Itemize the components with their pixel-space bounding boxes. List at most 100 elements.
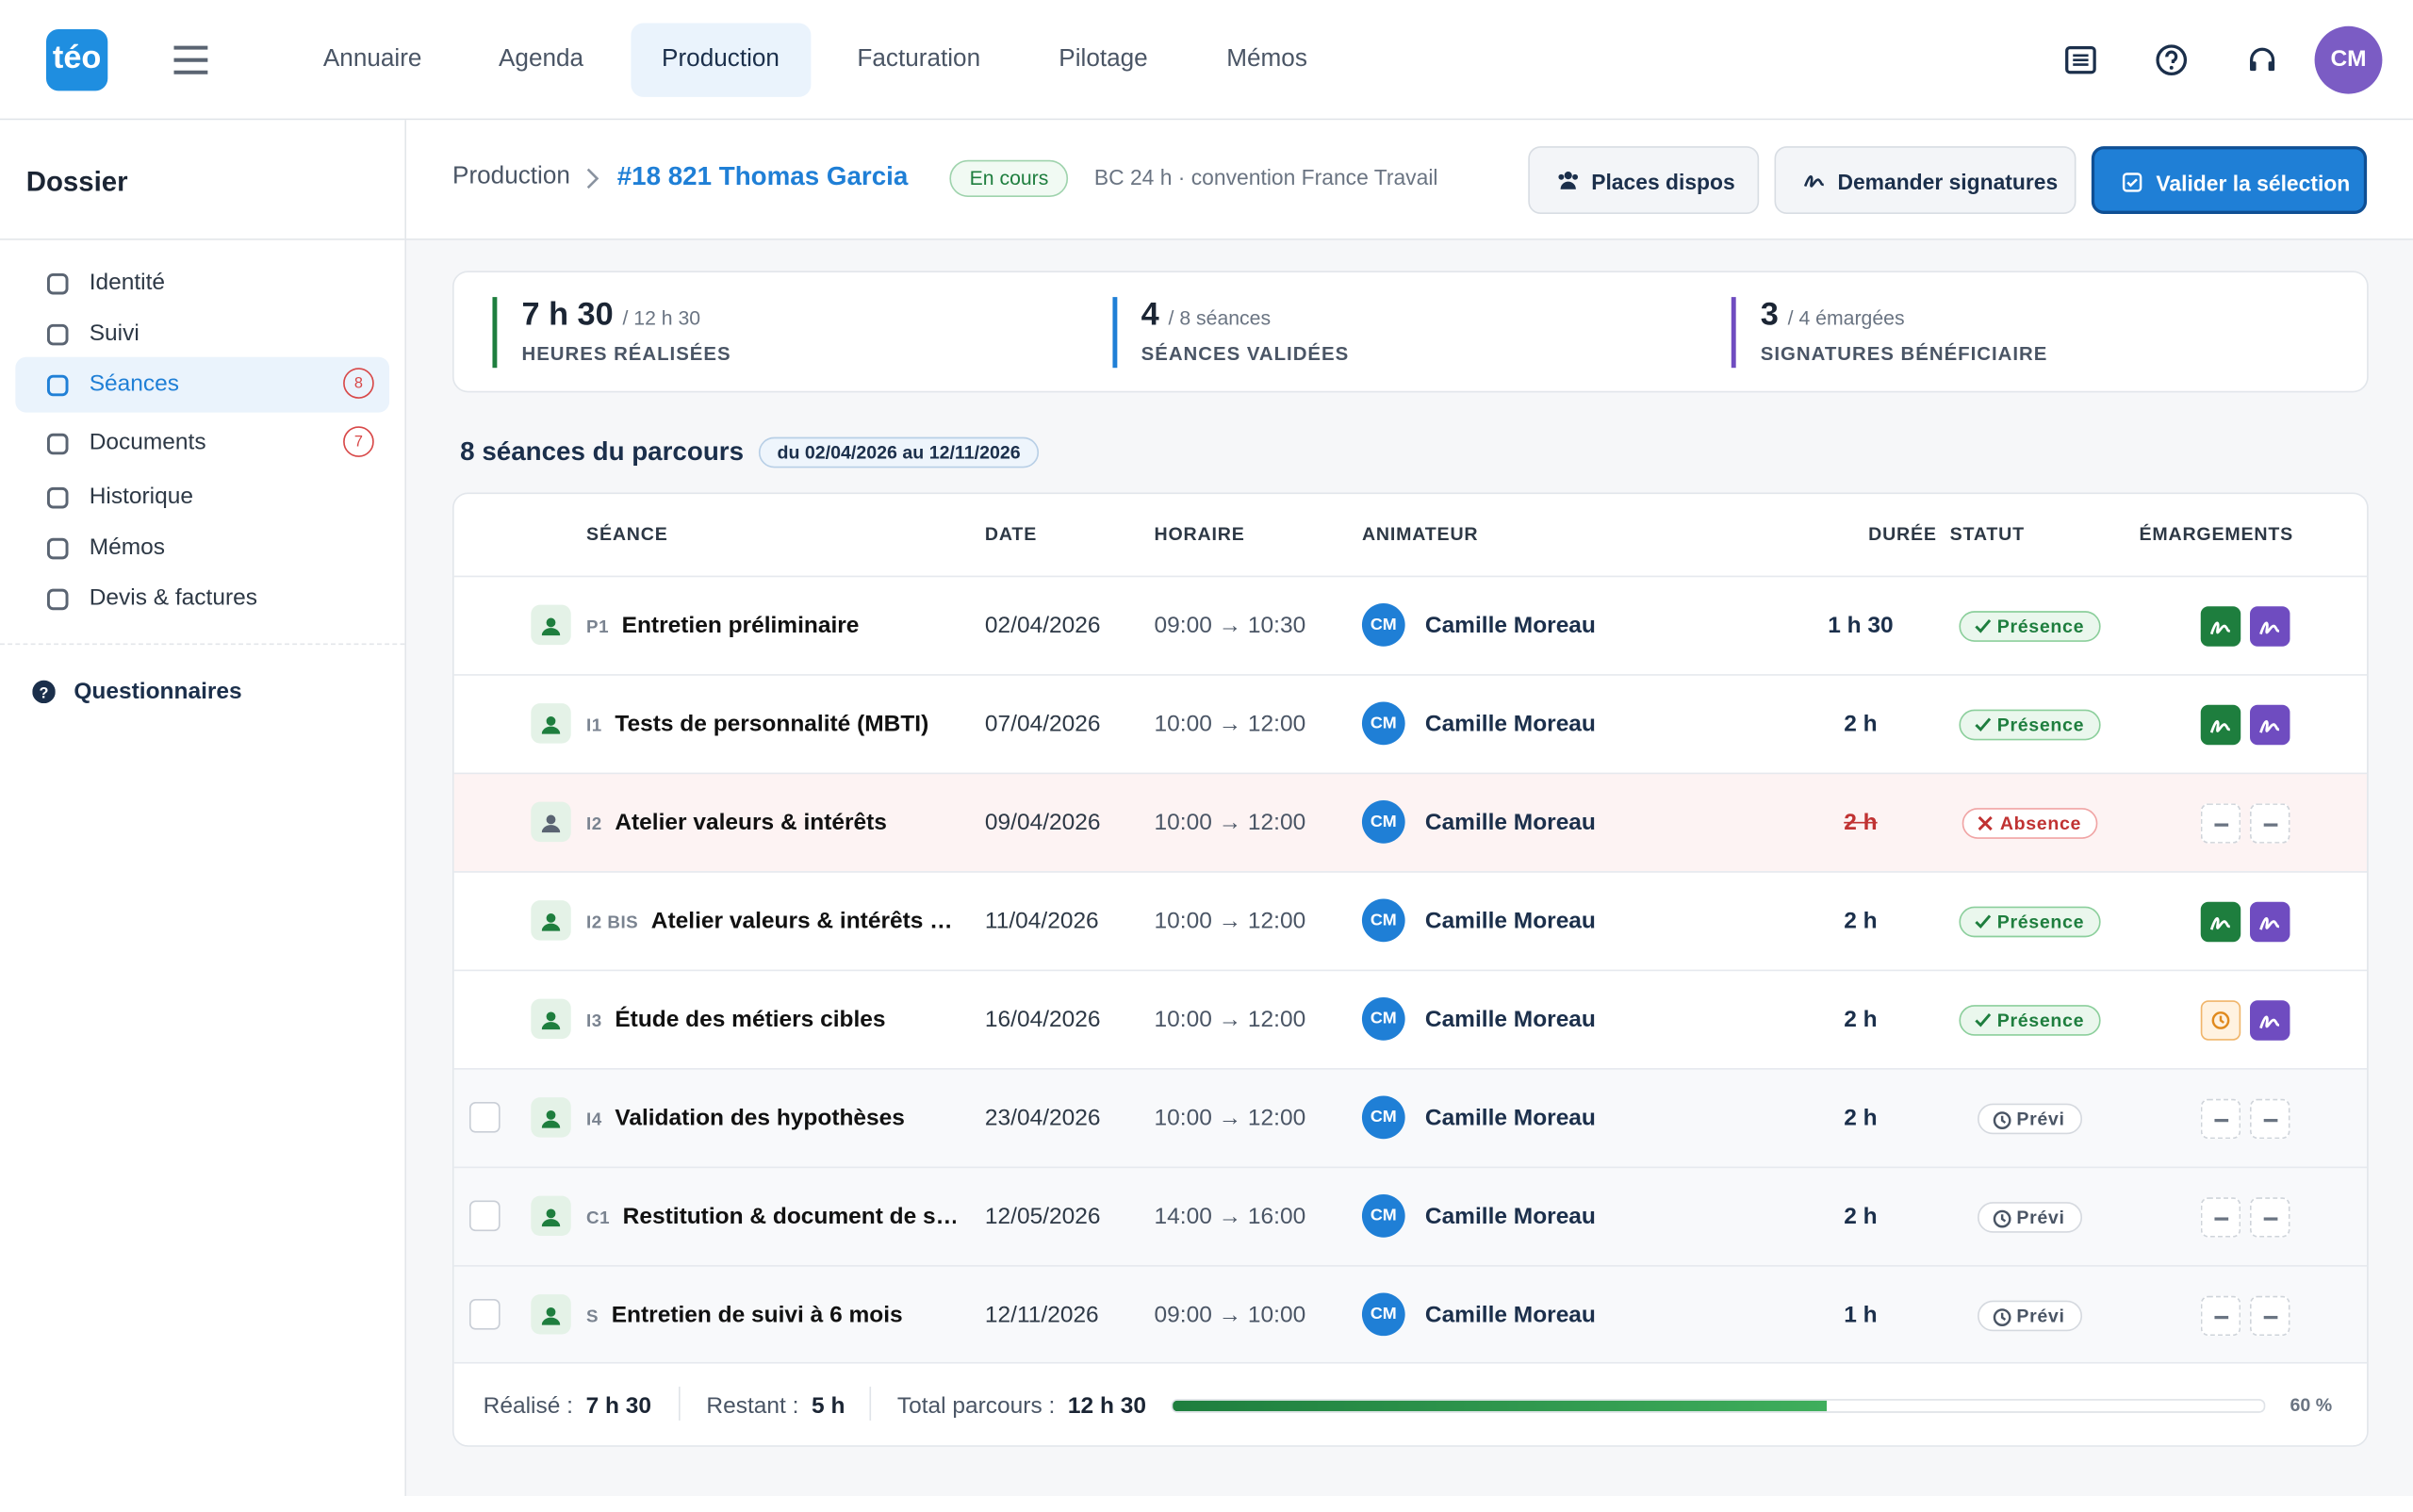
status-label: Présence	[1996, 911, 2085, 933]
part	[1994, 1308, 2012, 1326]
date-range: du 02/04/2026 au 12/11/2026	[758, 436, 1040, 468]
signature[interactable]	[2250, 1000, 2290, 1041]
part	[541, 813, 561, 840]
sidebar-item[interactable]: Mémos	[15, 520, 389, 576]
sidebar-item[interactable]: Séances 8	[15, 356, 390, 413]
row-checkbox[interactable]	[468, 1200, 501, 1232]
icon	[2209, 621, 2230, 635]
icon	[1974, 914, 1991, 929]
signature[interactable]	[2200, 1000, 2241, 1041]
signature	[2200, 1197, 2241, 1238]
part	[1994, 1111, 2012, 1129]
stat-label: SIGNATURES BÉNÉFICIAIRE	[1760, 343, 2048, 365]
part: 4 / 8 séances	[1141, 297, 1350, 334]
status-cell: Prévi	[1953, 1168, 2107, 1265]
session-time: 10:00 → 12:00	[1154, 809, 1306, 836]
part	[541, 715, 561, 742]
signature[interactable]	[2200, 704, 2241, 746]
icon	[2259, 621, 2280, 635]
signature[interactable]	[2200, 606, 2241, 647]
attendee-icon	[531, 1097, 571, 1138]
part	[2122, 173, 2142, 192]
animator-avatar: CM	[1361, 1193, 1405, 1238]
column-header: ANIMATEUR	[1361, 523, 1479, 545]
signature[interactable]	[2250, 606, 2290, 647]
animator-name: Camille Moreau	[1424, 809, 1596, 836]
part	[2268, 61, 2275, 72]
validate-button[interactable]: Valider la sélection	[2091, 146, 2368, 214]
table-footer: Réalisé : 7 h 30 Restant : 5 h Total par…	[453, 1361, 2368, 1446]
button-label: Valider la sélection	[2156, 171, 2351, 196]
row-checkbox[interactable]	[468, 1298, 501, 1330]
sidebar-item[interactable]: Historique	[15, 469, 389, 525]
attendee-icon	[531, 998, 571, 1040]
user-avatar[interactable]: CM	[2314, 25, 2383, 94]
row-checkbox[interactable]	[468, 1102, 501, 1133]
part	[546, 716, 556, 726]
session-code: S	[586, 1307, 599, 1327]
part	[1974, 914, 1991, 929]
signature	[2200, 803, 2241, 844]
stat: 3 / 4 émargées SIGNATURES BÉNÉFICIAIRE	[1731, 297, 2048, 369]
separator	[869, 1387, 872, 1421]
part: 3 / 4 émargées	[1761, 297, 2047, 334]
part	[2169, 65, 2174, 70]
icon	[541, 1208, 561, 1227]
session-time: 14:00 → 16:00	[1154, 1203, 1306, 1230]
session-date: 02/04/2026	[984, 612, 1101, 639]
nav-item[interactable]: Facturation	[857, 45, 981, 73]
session-duration: 2 h	[1844, 1006, 1878, 1033]
nav-item[interactable]: Production	[631, 23, 811, 97]
sidebar-item[interactable]: Suivi	[15, 306, 389, 362]
breadcrumb[interactable]: Production	[452, 163, 570, 189]
nav-item[interactable]: Mémos	[1226, 45, 1307, 73]
places-button[interactable]: Places dispos	[1528, 146, 1760, 214]
sidebar-item[interactable]: Devis & factures	[15, 571, 389, 627]
nav-item[interactable]: Annuaire	[322, 45, 422, 73]
status-cell: Présence	[1953, 676, 2107, 773]
attendee-icon	[531, 1195, 571, 1237]
session-code: P1	[586, 618, 610, 637]
stat-value: 7 h 30	[521, 297, 614, 333]
status-label: Présence	[1996, 714, 2085, 736]
sidebar-item[interactable]: Identité	[15, 255, 389, 311]
session-code: I2	[586, 815, 602, 834]
signatures-button[interactable]: Demander signatures	[1774, 146, 2076, 214]
part	[2250, 61, 2257, 72]
status-pill: Présence	[1958, 611, 2102, 642]
menu-icon[interactable]	[173, 44, 208, 75]
attendee-icon	[531, 703, 571, 744]
progress-label: 60 %	[2290, 1394, 2333, 1417]
part	[546, 913, 556, 923]
part	[541, 628, 561, 636]
attendee-icon	[531, 900, 571, 941]
signature[interactable]	[2200, 901, 2241, 943]
part	[546, 814, 556, 825]
support-icon[interactable]	[2245, 43, 2279, 77]
nav-item[interactable]: Pilotage	[1059, 45, 1148, 73]
icon	[1974, 619, 1991, 633]
column-header: DATE	[984, 523, 1038, 545]
session-time: 10:00 → 12:00	[1154, 711, 1306, 738]
help-icon[interactable]	[2155, 43, 2189, 77]
signature[interactable]	[2250, 704, 2290, 746]
session-cell: I2 BIS Atelier valeurs & intérêts …	[586, 873, 956, 973]
session-date: 07/04/2026	[984, 711, 1101, 738]
signature[interactable]	[2250, 901, 2290, 943]
part	[2259, 720, 2280, 733]
news-icon[interactable]	[2063, 43, 2097, 77]
status-cell: Prévi	[1953, 1267, 2107, 1364]
icon	[2209, 720, 2230, 733]
part	[1564, 172, 1572, 180]
nav-item[interactable]: Agenda	[498, 45, 584, 73]
sidebar-item[interactable]: Documents 7	[15, 416, 389, 471]
part	[541, 1306, 561, 1333]
signature	[2200, 1295, 2241, 1337]
count-badge: 8	[343, 368, 374, 399]
sidebar-title: Dossier	[25, 166, 128, 197]
questionnaires-link[interactable]: Questionnaires	[74, 679, 242, 705]
icon	[541, 1011, 561, 1030]
logo[interactable]: téo	[45, 29, 108, 91]
session-row: C1 Restitution & document de s… 12/05/20…	[453, 1166, 2368, 1266]
part	[2001, 1312, 2007, 1322]
